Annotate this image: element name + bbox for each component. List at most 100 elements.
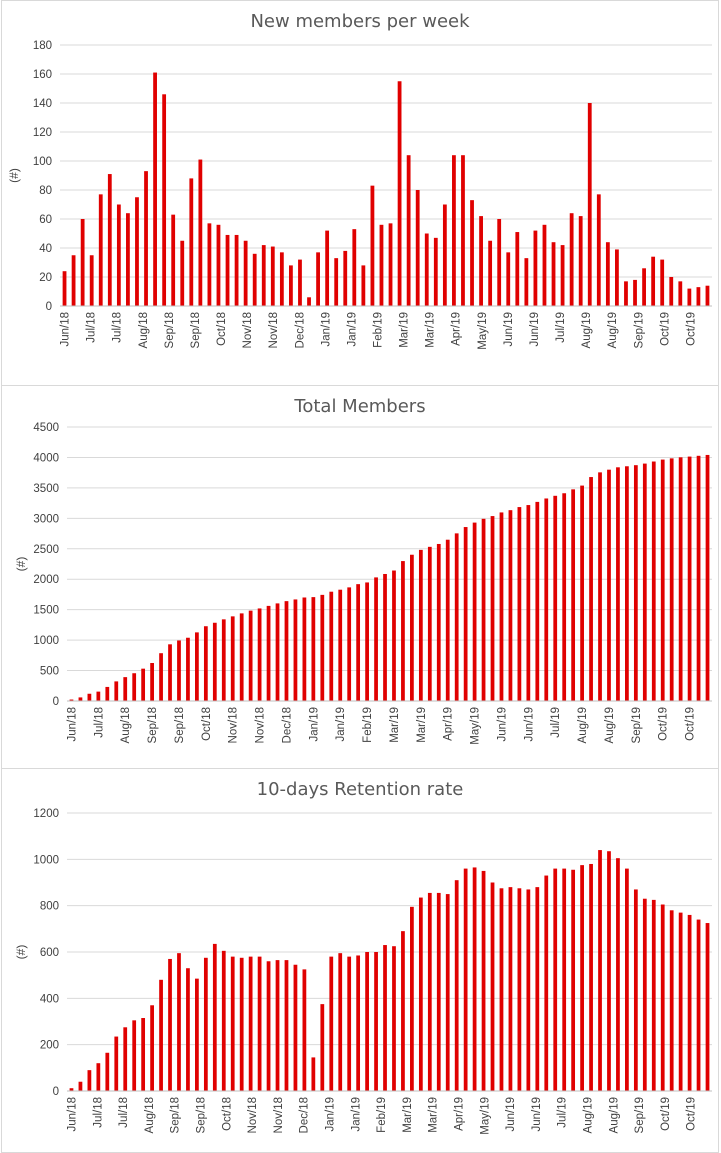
bar — [78, 1081, 83, 1091]
bar — [212, 943, 217, 1091]
bar — [379, 224, 384, 306]
bar — [162, 94, 167, 306]
bar — [651, 899, 656, 1092]
x-tick-label: Sep/18 — [174, 707, 186, 743]
x-tick-label: Jul/19 — [555, 312, 567, 343]
bar — [225, 234, 230, 306]
bar — [78, 697, 83, 701]
bar — [418, 897, 423, 1091]
bar — [311, 1057, 316, 1091]
bar — [687, 288, 692, 306]
bar — [69, 699, 74, 701]
bar — [275, 603, 280, 701]
bar — [687, 914, 692, 1091]
y-tick-label: 4500 — [33, 422, 59, 434]
bar — [442, 204, 447, 306]
bar — [616, 858, 620, 1091]
bar — [415, 190, 420, 306]
chart-title: 10-days Retention rate — [257, 779, 464, 800]
bar — [132, 673, 137, 701]
bar — [535, 887, 540, 1091]
x-tick-label: Jun/18 — [66, 1097, 78, 1132]
bar — [144, 171, 148, 306]
bar — [243, 240, 248, 306]
bar — [526, 889, 531, 1091]
bar — [356, 955, 361, 1091]
bar — [284, 960, 289, 1091]
bar — [560, 245, 565, 306]
bar — [96, 691, 101, 701]
bar — [329, 591, 334, 701]
x-tick-label: Jan/19 — [324, 1097, 336, 1132]
bar — [87, 693, 92, 701]
bar — [234, 234, 239, 306]
x-tick-label: Jan/19 — [308, 707, 320, 742]
bar — [198, 159, 203, 306]
bar — [189, 178, 194, 306]
x-tick-label: Aug/19 — [608, 1097, 620, 1133]
bar — [338, 589, 343, 701]
bar — [279, 252, 284, 306]
y-tick-label: 0 — [53, 696, 59, 708]
x-tick-label: Jan/19 — [335, 707, 347, 742]
bar — [293, 599, 298, 701]
bar — [123, 1027, 128, 1091]
bar — [454, 533, 459, 701]
bar — [571, 869, 576, 1091]
bar — [96, 1063, 101, 1091]
x-tick-label: Sep/18 — [170, 1097, 182, 1133]
bar — [651, 256, 656, 306]
bar — [542, 224, 547, 306]
x-tick-label: Jun/19 — [531, 1097, 543, 1132]
bar — [89, 255, 94, 306]
bar — [141, 668, 146, 701]
y-tick-label: 140 — [33, 98, 52, 110]
bar — [239, 613, 244, 701]
bar — [195, 632, 199, 701]
bar — [696, 919, 701, 1091]
x-tick-label: Jul/18 — [86, 312, 98, 343]
bar — [401, 561, 405, 701]
bar — [230, 616, 235, 701]
y-tick-label: 60 — [39, 214, 52, 226]
bar — [261, 245, 266, 306]
bar — [114, 681, 119, 701]
bar — [116, 204, 121, 306]
bar — [578, 216, 583, 306]
x-tick-label: Nov/18 — [255, 707, 267, 743]
bar — [320, 1004, 325, 1092]
bar — [472, 867, 477, 1091]
x-tick-label: Mar/19 — [389, 707, 401, 743]
y-tick-label: 2000 — [33, 574, 59, 586]
x-tick-label: Mar/19 — [425, 312, 437, 348]
bar — [212, 622, 217, 701]
x-tick-label: Nov/18 — [228, 707, 240, 743]
bar — [660, 459, 665, 701]
bar — [463, 527, 468, 701]
bar — [625, 868, 629, 1091]
bar — [159, 979, 163, 1091]
y-axis-label: (#) — [14, 945, 28, 960]
x-tick-label: Jan/19 — [320, 312, 332, 347]
x-tick-label: Nov/18 — [273, 1097, 285, 1133]
y-tick-label: 3000 — [33, 513, 59, 525]
x-tick-label: Sep/19 — [634, 1097, 646, 1133]
bar — [490, 882, 495, 1091]
bar — [587, 103, 592, 306]
bar — [705, 923, 710, 1091]
bar — [616, 467, 620, 701]
bar — [607, 469, 611, 701]
bar — [69, 1088, 74, 1091]
bar — [517, 507, 522, 701]
bar — [452, 155, 456, 306]
x-tick-label: Mar/19 — [399, 312, 411, 348]
x-tick-label: Feb/19 — [372, 312, 384, 348]
bar — [524, 258, 529, 306]
x-tick-label: May/19 — [479, 1097, 491, 1135]
bar — [171, 214, 176, 306]
y-tick-label: 600 — [40, 947, 59, 959]
bar — [517, 888, 522, 1091]
x-tick-label: Aug/18 — [138, 312, 150, 348]
x-tick-label: Feb/19 — [362, 707, 374, 743]
bar — [526, 505, 531, 701]
